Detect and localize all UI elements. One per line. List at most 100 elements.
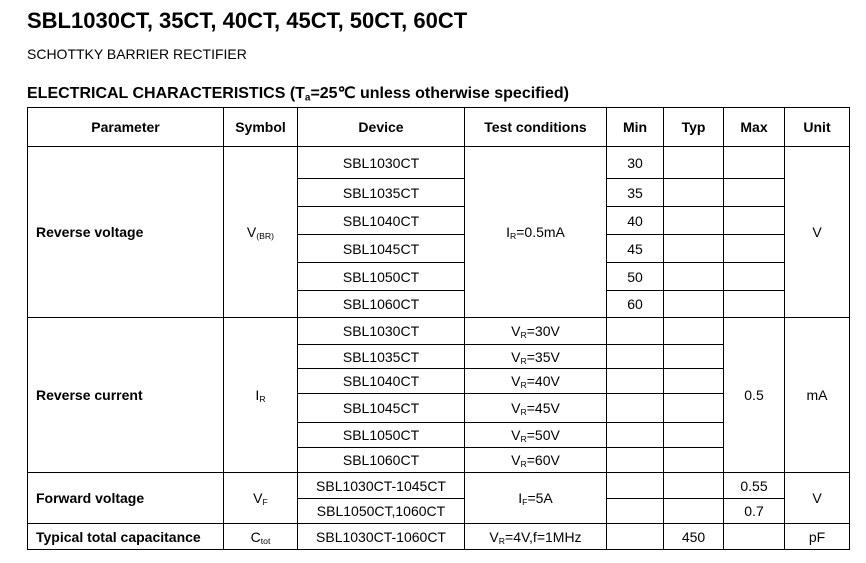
min-cell: 45	[606, 234, 664, 263]
min-cell	[606, 317, 664, 345]
min-cell: 30	[606, 146, 664, 179]
max-cell	[723, 290, 785, 318]
max-cell: 0.5	[723, 317, 785, 473]
table-row: Forward voltage VF SBL1030CT-1045CT IF=5A 0.…	[27, 472, 850, 524]
typ-cell	[663, 393, 724, 423]
typ-cell	[663, 290, 724, 318]
typ-cell: 450	[663, 523, 724, 550]
table-row: SBL1035CT VR=35V	[28, 344, 850, 369]
symbol-cell: IR	[223, 317, 298, 473]
max-cell: 0.7	[723, 498, 785, 524]
device-cell: SBL1045CT	[297, 234, 465, 263]
parameter-cell: Forward voltage	[27, 472, 224, 524]
device-cell: SBL1040CT	[297, 206, 465, 235]
table-row: SBL1045CT 45	[28, 234, 850, 263]
device-cell: SBL1050CT	[297, 262, 465, 291]
symbol-cell: VF	[223, 472, 298, 524]
document-title: SBL1030CT, 35CT, 40CT, 45CT, 50CT, 60CT	[27, 8, 468, 33]
test-condition-cell: IF=5A	[464, 472, 607, 524]
device-cell: SBL1040CT	[297, 368, 465, 394]
device-cell: SBL1030CT-1045CT	[297, 472, 465, 499]
test-condition-cell: VR=4V,f=1MHz	[464, 523, 607, 550]
table-row: SBL1035CT 35	[28, 178, 850, 207]
parameter-cell: Reverse voltage	[27, 146, 224, 318]
device-cell: SBL1035CT	[297, 344, 465, 369]
symbol-cell: Ctot	[223, 523, 298, 550]
column-header-symbol: Symbol	[223, 107, 298, 147]
max-cell	[723, 262, 785, 291]
device-cell: SBL1050CT	[297, 422, 465, 448]
column-header-parameter: Parameter	[27, 107, 224, 147]
column-header-max: Max	[723, 107, 785, 147]
unit-cell: pF	[784, 523, 850, 550]
device-cell: SBL1030CT-1060CT	[297, 523, 465, 550]
max-cell	[723, 178, 785, 207]
min-cell	[606, 393, 664, 423]
parameter-cell: Typical total capacitance	[27, 523, 224, 550]
device-cell: SBL1060CT	[297, 447, 465, 473]
test-condition-cell: VR=50V	[464, 422, 607, 448]
typ-cell	[663, 368, 724, 394]
table-row: SBL1060CT 60	[28, 290, 850, 318]
table-row: Reverse current IR SBL1030CT VR=30V 0.5 mA	[27, 317, 850, 473]
table-row: SBL1050CT 50	[28, 262, 850, 291]
column-header-unit: Unit	[784, 107, 850, 147]
min-cell: 60	[606, 290, 664, 318]
table-row: Typical total capacitance Ctot SBL1030CT-1…	[27, 523, 850, 550]
device-cell: SBL1035CT	[297, 178, 465, 207]
max-cell	[723, 146, 785, 179]
unit-cell: V	[784, 146, 850, 318]
min-cell: 35	[606, 178, 664, 207]
min-cell	[606, 344, 664, 369]
device-cell: SBL1030CT	[297, 146, 465, 179]
typ-cell	[663, 178, 724, 207]
min-cell: 40	[606, 206, 664, 235]
typ-cell	[663, 206, 724, 235]
typ-cell	[663, 317, 724, 345]
test-condition-cell: VR=60V	[464, 447, 607, 473]
min-cell	[606, 523, 664, 550]
table-row: Reverse voltage V(BR) SBL1030CT IR=0.5mA 30 V	[27, 146, 850, 318]
section-heading: ELECTRICAL CHARACTERISTICS (Ta=25℃ unles…	[27, 83, 569, 103]
min-cell: 50	[606, 262, 664, 291]
column-header-device: Device	[297, 107, 465, 147]
typ-cell	[663, 498, 724, 524]
typ-cell	[663, 234, 724, 263]
device-cell: SBL1030CT	[297, 317, 465, 345]
parameter-cell: Reverse current	[27, 317, 224, 473]
document-subtitle: SCHOTTKY BARRIER RECTIFIER	[27, 46, 247, 62]
unit-cell: V	[784, 472, 850, 524]
section-heading-sub: a	[304, 92, 311, 104]
device-cell: SBL1045CT	[297, 393, 465, 423]
column-header-test-conditions: Test conditions	[464, 107, 607, 147]
section-heading-prefix: ELECTRICAL CHARACTERISTICS (T	[27, 85, 305, 102]
min-cell	[606, 498, 664, 524]
table-row: SBL1050CT,1060CT 0.7	[28, 498, 850, 524]
typ-cell	[663, 422, 724, 448]
section-heading-suffix: =25℃ unless otherwise specified)	[310, 85, 569, 102]
electrical-characteristics-table: Parameter Symbol Device Test conditions Min T…	[27, 107, 850, 550]
test-condition-cell: VR=40V	[464, 368, 607, 394]
max-cell	[723, 523, 785, 550]
test-condition-cell: VR=35V	[464, 344, 607, 369]
table-header-row: Parameter Symbol Device Test conditions Min T…	[27, 107, 850, 147]
min-cell	[606, 368, 664, 394]
typ-cell	[663, 262, 724, 291]
device-cell: SBL1050CT,1060CT	[297, 498, 465, 524]
max-cell	[723, 206, 785, 235]
typ-cell	[663, 146, 724, 179]
max-cell: 0.55	[723, 472, 785, 499]
min-cell	[606, 422, 664, 448]
typ-cell	[663, 447, 724, 473]
min-cell	[606, 447, 664, 473]
test-condition-cell: IR=0.5mA	[464, 146, 607, 318]
column-header-min: Min	[606, 107, 664, 147]
unit-cell: mA	[784, 317, 850, 473]
column-header-typ: Typ	[663, 107, 724, 147]
test-condition-cell: VR=30V	[464, 317, 607, 345]
symbol-cell: V(BR)	[223, 146, 298, 318]
device-cell: SBL1060CT	[297, 290, 465, 318]
min-cell	[606, 472, 664, 499]
max-cell	[723, 234, 785, 263]
typ-cell	[663, 344, 724, 369]
